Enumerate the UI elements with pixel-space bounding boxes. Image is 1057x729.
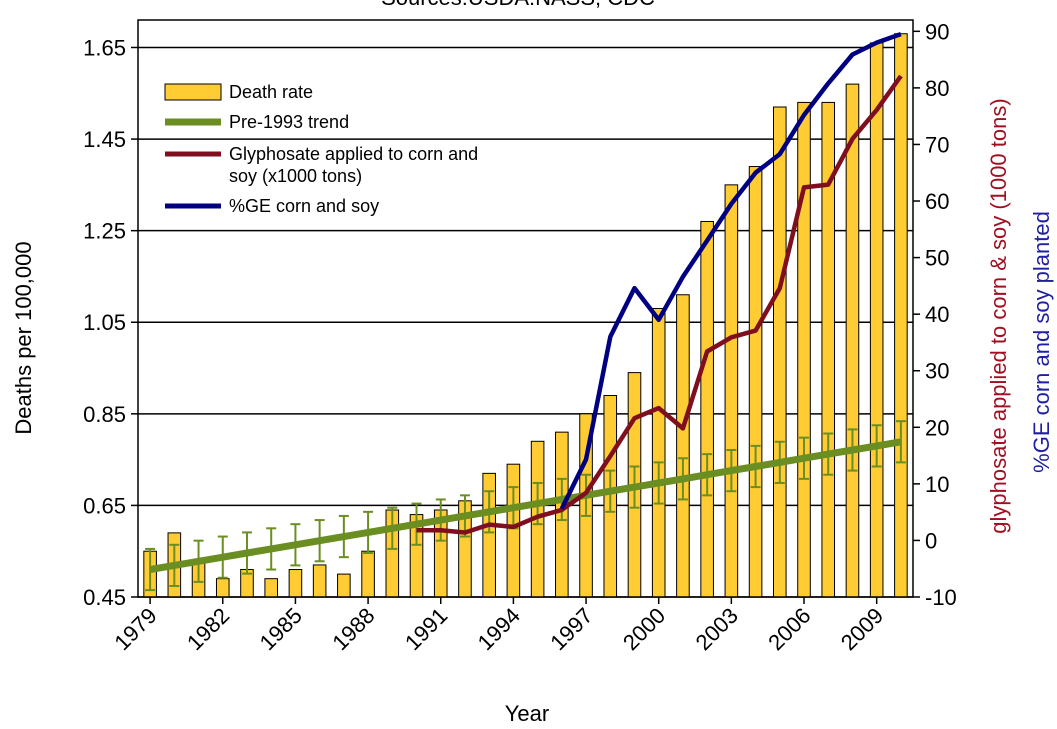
bar [845,83,860,598]
y-tick-label-right: 80 [925,76,949,101]
legend-label-line: Glyphosate applied to corn and [229,144,478,164]
y-tick-label-right: 30 [925,359,949,384]
bar [312,564,327,598]
y-tick-label-left: 1.65 [83,35,126,60]
y-tick-label-left: 1.05 [83,310,126,335]
right-axis-ticks: -10 0 10 20 30 40 50 60 70 80 90 [913,19,957,610]
bar [651,308,666,598]
y-tick-label-left: 1.25 [83,219,126,244]
line-series [416,31,903,535]
bar [264,578,278,598]
legend-swatch [164,83,222,101]
y-axis-label-right-ge: %GE corn and soy planted [1029,211,1054,473]
legend-label: %GE corn and soy [229,196,379,216]
x-tick-label: 2000 [618,603,670,655]
x-axis-ticks: 1979 1982 1985 1988 1991 1994 1997 2000 2003 2006… [109,597,888,655]
x-tick-label: 1994 [473,603,525,655]
legend-label: Death rate [229,82,313,102]
left-axis-ticks: 0.45 0.65 0.85 1.05 1.25 1.45 1.65 [83,35,138,610]
x-tick-label: 2006 [763,603,815,655]
bar [894,33,908,598]
y-tick-label-right: 50 [925,246,949,271]
y-tick-label-left: 0.45 [83,585,126,610]
legend: Death rate Pre-1993 trend Glyphosate appli… [164,82,478,216]
bar [797,101,811,598]
y-tick-label-left: 0.85 [83,402,126,427]
bar [700,220,714,598]
bar [361,550,375,598]
glyphosate-line [416,74,903,535]
bar [773,106,787,598]
gridlines [138,46,913,598]
y-tick-label-right: 70 [925,132,949,157]
ge-line [559,31,902,510]
bar [869,42,884,598]
legend-label-line: soy (x1000 tons) [229,166,362,186]
x-axis-label: Year [505,701,549,726]
plot-frame [137,19,914,598]
bar [506,463,521,598]
y-tick-label-right: 20 [925,415,949,440]
y-tick-label-right: 90 [925,19,949,44]
bar [724,184,739,598]
x-tick-label: 1985 [255,603,307,655]
y-tick-label-right: -10 [925,585,957,610]
x-tick-label: 1982 [182,603,234,655]
y-tick-label-right: 0 [925,528,937,553]
bar [337,573,351,598]
y-tick-label-right: 10 [925,472,949,497]
bar [676,294,690,598]
y-axis-label-left: Deaths per 100,000 [11,241,36,434]
bar [288,569,303,598]
legend-label: Glyphosate applied to corn and soy (x1000… [229,144,478,186]
x-tick-label: 1988 [327,603,379,655]
y-tick-label-left: 0.65 [83,493,126,518]
legend-label: Pre-1993 trend [229,112,349,132]
y-tick-label-right: 60 [925,189,949,214]
trend-series [145,420,906,592]
bar [748,166,763,598]
y-tick-label-right: 40 [925,302,949,327]
y-tick-label-left: 1.45 [83,127,126,152]
x-tick-label: 2009 [836,603,888,655]
bars [143,33,908,598]
x-tick-label: 1997 [545,603,597,655]
x-tick-label: 1991 [400,603,452,655]
x-tick-label: 2003 [691,603,743,655]
chart-title: Sources:USDA:NASS; CDC [381,0,655,10]
trend-line [149,438,902,573]
x-tick-label: 1979 [109,603,161,655]
y-axis-label-right-glyphosate: glyphosate applied to corn & soy (1000 t… [986,98,1011,533]
bar [215,578,230,598]
